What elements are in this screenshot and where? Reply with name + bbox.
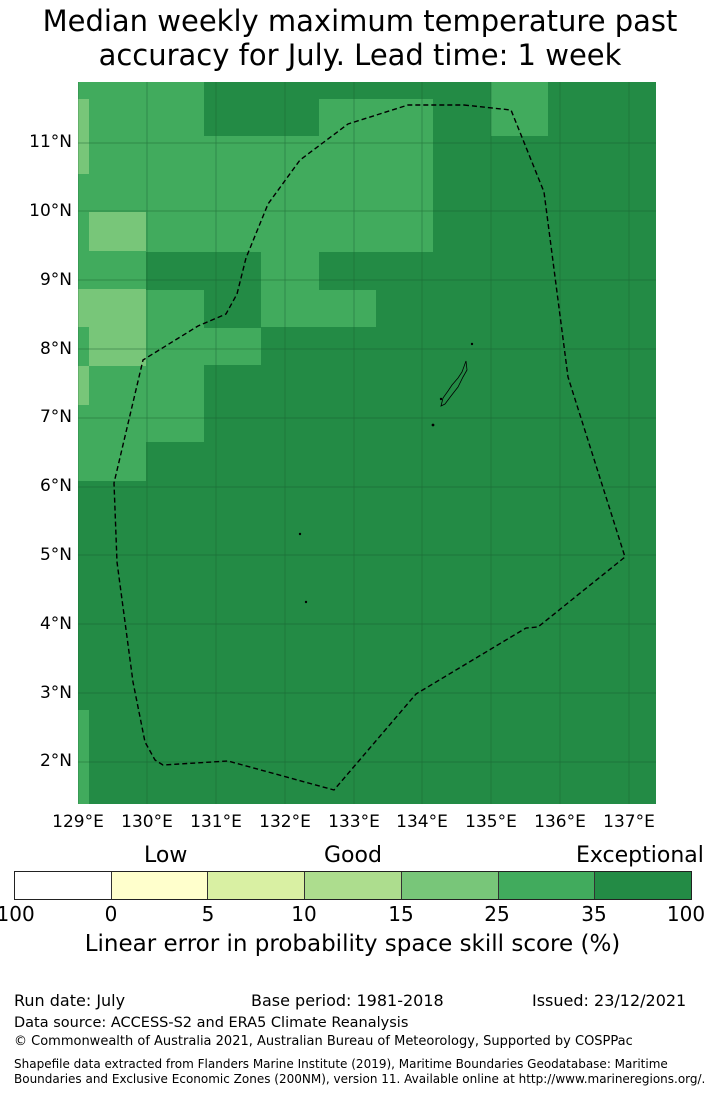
colorbar-swatch bbox=[595, 872, 692, 899]
skill-map bbox=[78, 82, 656, 804]
legend-category-good: Good bbox=[324, 843, 382, 868]
skill-cells bbox=[78, 82, 548, 804]
legend-category-exceptional: Exceptional bbox=[576, 843, 704, 868]
colorbar-swatch bbox=[15, 872, 112, 899]
colorbar-tick: 10 bbox=[291, 902, 317, 926]
colorbar-swatch bbox=[111, 872, 209, 899]
map-title: Median weekly maximum temperature past a… bbox=[42, 4, 678, 72]
lon-label-136e: 136°E bbox=[534, 812, 586, 832]
colorbar-tick: 5 bbox=[201, 902, 215, 926]
colorbar-label: Linear error in probability space skill … bbox=[84, 931, 621, 957]
lon-label-134e: 134°E bbox=[396, 812, 448, 832]
legend-category-low: Low bbox=[144, 843, 188, 868]
colorbar-tick: 15 bbox=[388, 902, 414, 926]
lat-label-2n: 2°N bbox=[39, 751, 72, 771]
lat-label-3n: 3°N bbox=[39, 683, 72, 703]
lat-label-9n: 9°N bbox=[39, 270, 72, 290]
lat-label-7n: 7°N bbox=[39, 407, 72, 427]
lat-label-4n: 4°N bbox=[39, 614, 72, 634]
lon-label-130e: 130°E bbox=[121, 812, 173, 832]
lon-label-131e: 131°E bbox=[190, 812, 242, 832]
lat-label-8n: 8°N bbox=[39, 339, 72, 359]
colorbar-tick: 35 bbox=[581, 902, 607, 926]
shapefile-credit: Shapefile data extracted from Flanders M… bbox=[14, 1057, 706, 1086]
colorbar-swatch bbox=[498, 872, 596, 899]
lon-label-132e: 132°E bbox=[259, 812, 311, 832]
colorbar-tick: 100 bbox=[666, 902, 706, 926]
eez-boundary bbox=[113, 104, 626, 791]
lon-label-133e: 133°E bbox=[328, 812, 380, 832]
issued-date: Issued: 23/12/2021 bbox=[532, 991, 687, 1010]
data-source: Data source: ACCESS-S2 and ERA5 Climate … bbox=[14, 1015, 409, 1031]
lon-label-129e: 129°E bbox=[52, 812, 104, 832]
lat-label-6n: 6°N bbox=[39, 476, 72, 496]
lon-label-137e: 137°E bbox=[603, 812, 655, 832]
lat-label-10n: 10°N bbox=[29, 201, 72, 221]
palau-islands bbox=[298, 342, 474, 604]
lat-label-11n: 11°N bbox=[29, 132, 72, 152]
colorbar-tick: 0 bbox=[104, 902, 118, 926]
colorbar-swatch bbox=[305, 872, 402, 899]
base-period: Base period: 1981-2018 bbox=[251, 991, 444, 1010]
colorbar-tick: 25 bbox=[484, 902, 510, 926]
colorbar-swatch bbox=[401, 872, 499, 899]
colorbar-swatch bbox=[208, 872, 306, 899]
colorbar-tick: -100 bbox=[0, 902, 35, 926]
graticule bbox=[78, 82, 656, 804]
colorbar bbox=[14, 871, 692, 900]
run-date: Run date: July bbox=[14, 991, 126, 1010]
copyright-notice: © Commonwealth of Australia 2021, Austra… bbox=[14, 1034, 633, 1049]
lon-label-135e: 135°E bbox=[465, 812, 517, 832]
lat-label-5n: 5°N bbox=[39, 545, 72, 565]
